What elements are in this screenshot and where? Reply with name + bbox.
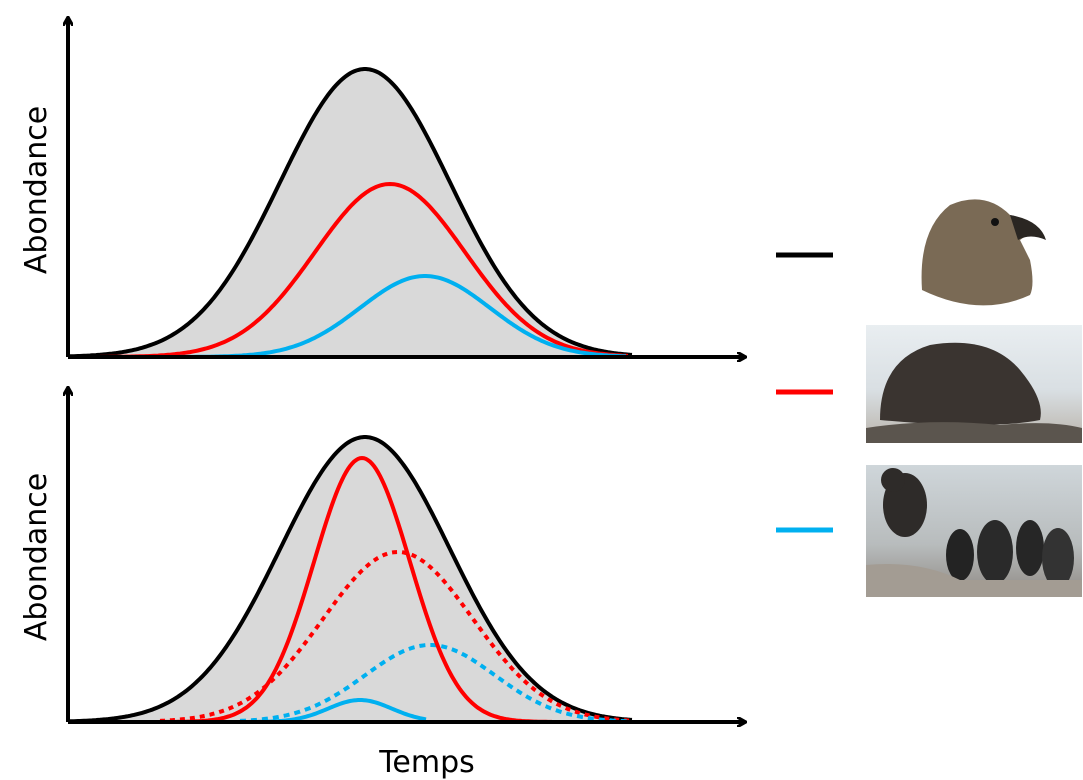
- x-label: Temps: [378, 745, 475, 780]
- curve: [67, 435, 633, 724]
- skua-photo: [921, 199, 1046, 306]
- curves: [67, 67, 633, 724]
- curve: [239, 643, 629, 724]
- curve: [180, 274, 626, 359]
- envelope-area: [68, 437, 632, 722]
- curve: [159, 549, 631, 723]
- y-label: Abondance: [19, 473, 54, 641]
- chick-photo: [866, 325, 1082, 443]
- curve: [100, 181, 629, 359]
- y-label: Abondance: [19, 106, 54, 274]
- penguins-photo: [866, 465, 1082, 597]
- curve: [67, 67, 633, 359]
